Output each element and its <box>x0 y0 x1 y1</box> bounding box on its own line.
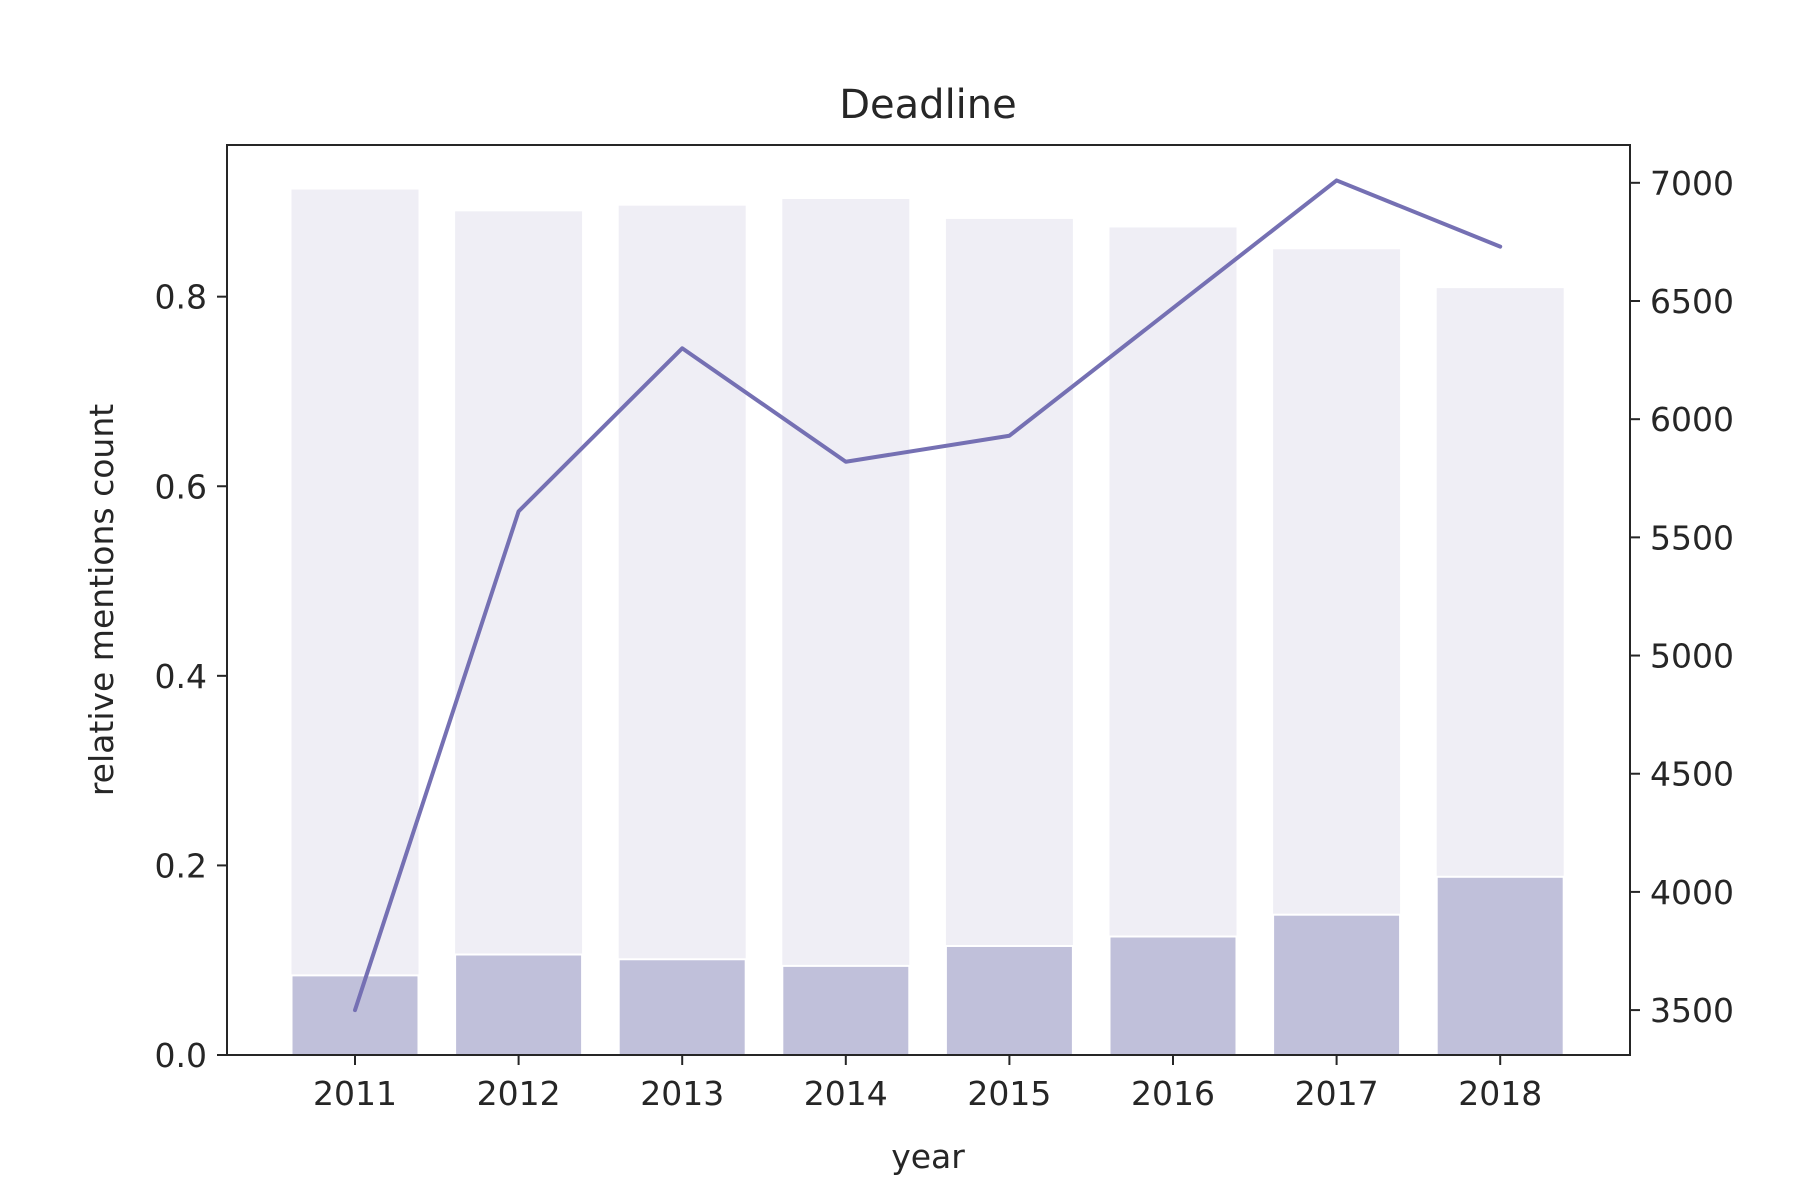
x-tick-label-2017: 2017 <box>1295 1074 1379 1113</box>
y-tick-label: 0.2 <box>155 846 207 885</box>
right-axis: 3500 4000 4500 5000 5500 6000 6500 7000 <box>1630 164 1734 1030</box>
bar-total-2015 <box>945 218 1073 1055</box>
bar-part-2011 <box>290 974 420 1056</box>
x-axis-label: year <box>891 1137 965 1176</box>
bar-part-2015 <box>944 944 1074 1056</box>
y-tick-label: 0.4 <box>155 657 207 696</box>
line-series <box>353 178 1503 1013</box>
bar-total-2016 <box>1109 227 1237 1055</box>
bars-group <box>290 189 1565 1057</box>
y2-tick-label: 5000 <box>1650 637 1734 676</box>
x-tick-label-2016: 2016 <box>1131 1074 1215 1113</box>
bar-part-2014 <box>781 964 911 1056</box>
x-tick-label-2014: 2014 <box>804 1074 888 1113</box>
bar-part-2016 <box>1108 935 1238 1057</box>
y2-tick-label: 6500 <box>1650 282 1734 321</box>
bar-total-2014 <box>782 199 910 1055</box>
x-tick-label-2013: 2013 <box>640 1074 724 1113</box>
bar-total-2012 <box>455 211 583 1055</box>
y-tick-label: 0.0 <box>155 1036 207 1075</box>
bar-part-2018 <box>1435 875 1565 1057</box>
bar-part-2017 <box>1272 913 1402 1056</box>
bar-total-2013 <box>618 205 746 1055</box>
bar-total-2011 <box>291 189 419 1056</box>
bar-part-2013 <box>617 958 747 1057</box>
y-tick-label: 0.8 <box>155 278 207 317</box>
y-axis-label: relative mentions count <box>82 404 121 796</box>
plot-frame <box>226 144 1631 1056</box>
line-group <box>353 178 1503 1013</box>
y2-tick-label: 4500 <box>1650 755 1734 794</box>
x-tick-label-2015: 2015 <box>967 1074 1051 1113</box>
y2-tick-label: 3500 <box>1650 991 1734 1030</box>
x-axis: 2011 2012 2013 2014 2015 2016 2017 2018 <box>313 1055 1542 1113</box>
bar-part-2012 <box>454 953 584 1056</box>
left-axis: 0.0 0.2 0.4 0.6 0.8 <box>155 278 227 1075</box>
y2-tick-label: 5500 <box>1650 518 1734 557</box>
chart-title: Deadline <box>839 82 1017 128</box>
x-tick-label-2011: 2011 <box>313 1074 397 1113</box>
x-tick-label-2012: 2012 <box>477 1074 561 1113</box>
y2-tick-label: 7000 <box>1650 164 1734 203</box>
y-tick-label: 0.6 <box>155 467 207 506</box>
x-tick-label-2018: 2018 <box>1458 1074 1542 1113</box>
y2-tick-label: 6000 <box>1650 400 1734 439</box>
y2-tick-label: 4000 <box>1650 873 1734 912</box>
